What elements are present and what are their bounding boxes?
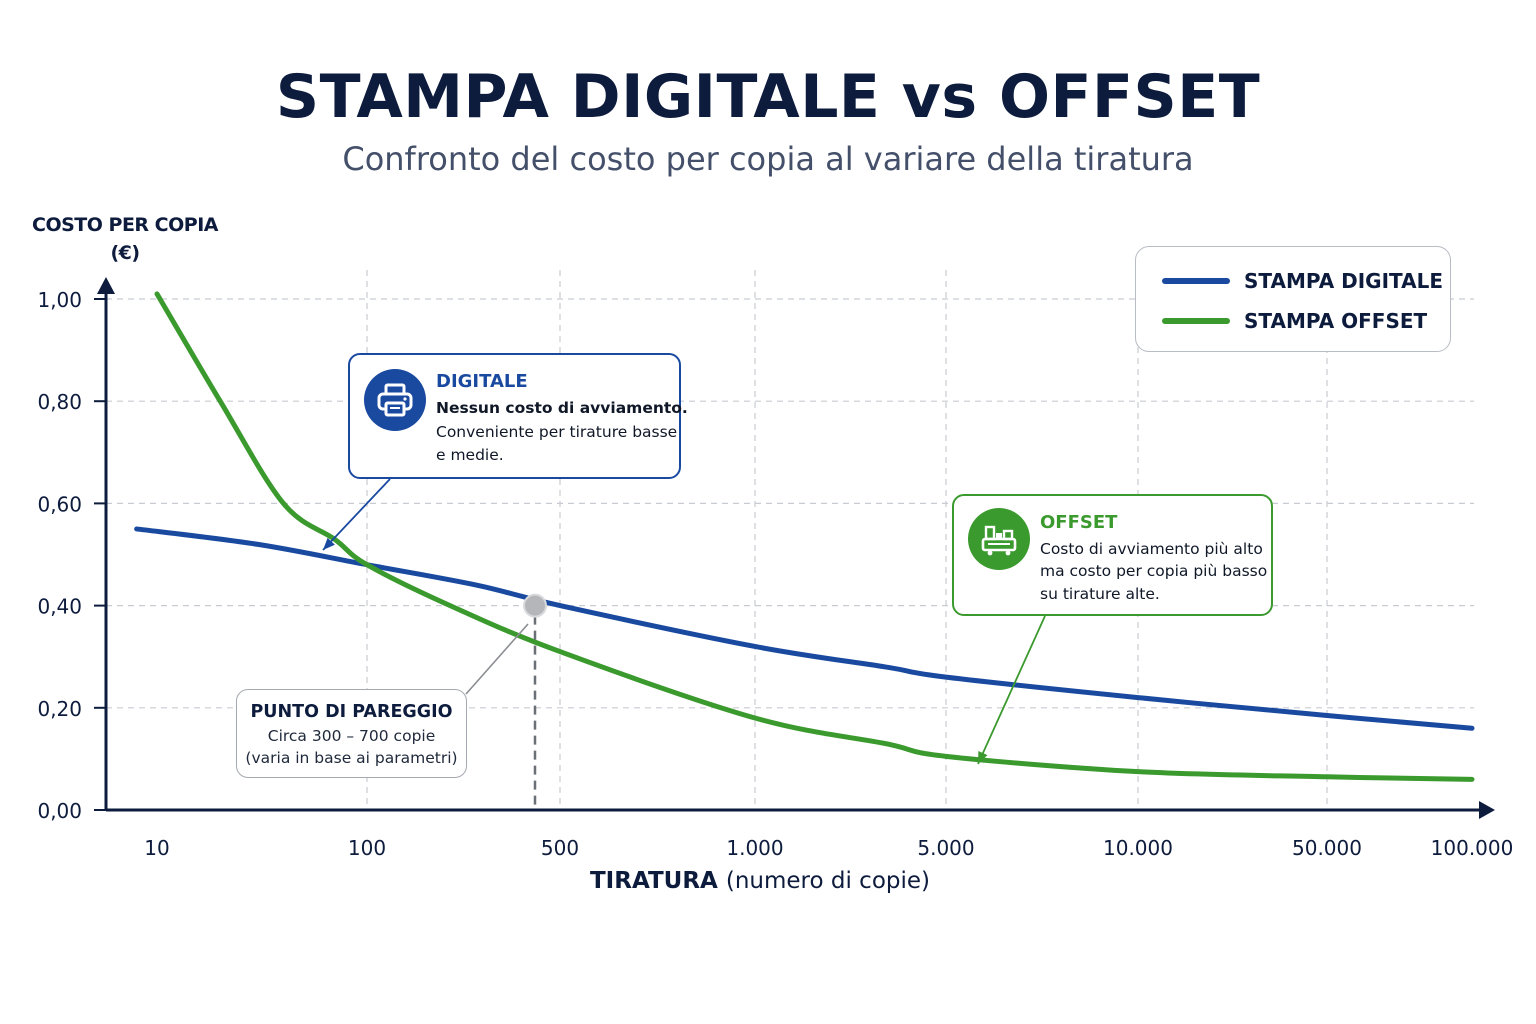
legend-swatch-offset [1162,318,1230,324]
x-tick-label: 50.000 [1292,836,1362,860]
callout-offset-pointer-head [978,751,988,764]
chart-subtitle: Confronto del costo per copia al variare… [342,140,1194,178]
callout-offset-title: OFFSET [1040,512,1118,533]
legend: STAMPA DIGITALE STAMPA OFFSET [1135,246,1451,352]
x-axis-label: TIRATURA (numero di copie) [480,868,1040,894]
series-line-digitale [134,526,1475,731]
chart-title: STAMPA DIGITALE vs OFFSET [275,62,1261,132]
callout-digitale-line3: e medie. [436,446,504,464]
callout-offset-line3: su tirature alte. [1040,585,1160,603]
callout-digitale-pointer-head [323,537,335,550]
callout-break-even: PUNTO DI PAREGGIO Circa 300 – 700 copie … [236,689,467,778]
y-tick-label: 1,00 [37,288,82,312]
x-axis-arrow [1479,801,1495,819]
callout-offset-line2: ma costo per copia più basso [1040,562,1268,580]
y-axis-label-line1: COSTO PER COPIA [32,214,218,236]
y-axis-label-line2: (€) [110,242,140,264]
y-tick-label: 0,00 [37,799,82,823]
break-even-line1: Circa 300 – 700 copie [267,727,436,745]
break-even-connector [465,623,529,695]
callout-digitale-line2: Conveniente per tirature basse [436,423,678,441]
y-tick-label: 0,60 [37,492,82,516]
x-tick-label: 100.000 [1431,836,1514,860]
callout-offset-line1: Costo di avviamento più alto [1040,540,1263,558]
y-tick-label: 0,20 [37,697,82,721]
x-tick-label: 1.000 [726,836,783,860]
legend-item-digitale: STAMPA DIGITALE [1162,269,1443,293]
break-even-line2: (varia in base ai parametri) [245,749,458,767]
callout-offset-pointer [977,615,1046,765]
series-lines [134,291,1475,782]
y-axis-label: COSTO PER COPIA (€) [20,211,230,267]
y-tick-label: 0,80 [37,390,82,414]
y-axis-arrow [97,277,115,294]
tick-labels: 0,00 0,20 0,40 0,60 0,80 1,00 10 100 500 1.000 5.0… [37,288,1513,860]
break-even-title: PUNTO DI PAREGGIO [250,702,453,722]
x-tick-label: 10.000 [1103,836,1173,860]
x-tick-label: 10 [144,836,169,860]
legend-label-offset: STAMPA OFFSET [1244,309,1428,333]
x-tick-label: 500 [541,836,579,860]
printer-icon [364,369,426,431]
callout-digitale-pointer [322,478,391,551]
axes [94,277,1495,819]
legend-item-offset: STAMPA OFFSET [1162,309,1427,333]
offset-press-icon [968,508,1030,570]
callout-digitale-line1: Nessun costo di avviamento. [436,399,688,417]
callout-digitale-title: DIGITALE [436,371,528,392]
callout-digitale: DIGITALE Nessun costo di avviamento. Con… [348,353,688,479]
annotations [322,478,1046,810]
x-axis-label-unit: (numero di copie) [725,868,931,894]
x-tick-label: 100 [348,836,386,860]
series-line-offset [154,291,1475,782]
x-axis-label-main: TIRATURA [589,868,718,894]
break-even-marker [523,593,547,618]
y-tick-label: 0,40 [37,595,82,619]
callout-offset: OFFSET Costo di avviamento più alto ma c… [952,494,1273,616]
legend-label-digitale: STAMPA DIGITALE [1244,269,1444,293]
x-tick-label: 5.000 [917,836,974,860]
legend-swatch-digitale [1162,278,1230,284]
